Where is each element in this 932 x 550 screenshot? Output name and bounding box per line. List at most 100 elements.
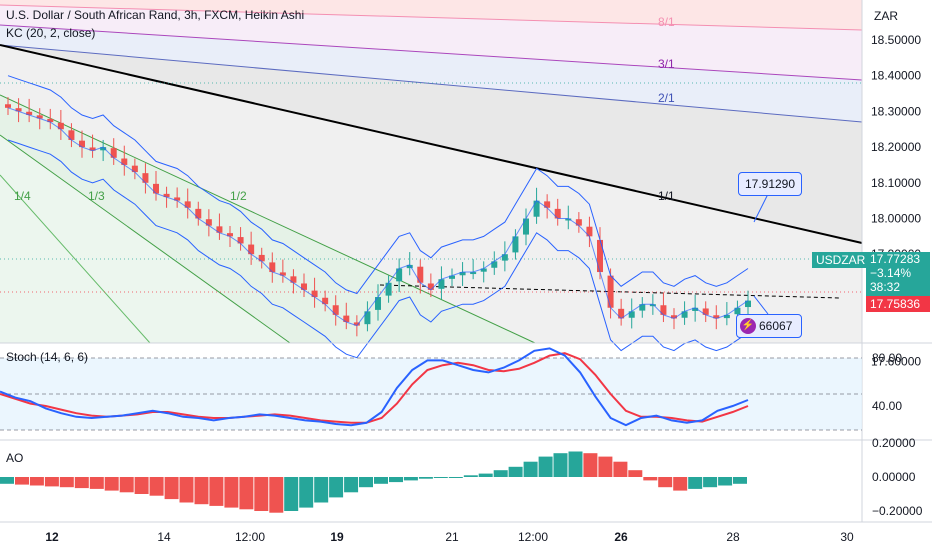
symbol-tag: USDZAR (812, 252, 866, 268)
stoch-label[interactable]: Stoch (14, 6, 6) (6, 350, 89, 364)
ao-bar (119, 477, 134, 493)
fan-label-2-1: 2/1 (658, 91, 675, 105)
candle-body (681, 311, 688, 318)
ao-bar (239, 477, 254, 510)
ao-bar (299, 477, 314, 508)
ao-bar (74, 477, 89, 489)
candle-body (269, 262, 276, 273)
candle-body (734, 307, 741, 315)
fan-label-1-1: 1/1 (658, 189, 675, 203)
candle-body (174, 197, 181, 201)
ao-bar (628, 470, 643, 477)
candle-body (713, 315, 720, 319)
lower-price-callout[interactable]: ⚡ 66067 (736, 314, 802, 338)
fan-zone-top (0, 0, 862, 30)
fan-zone-blue (0, 25, 862, 122)
ao-bar (374, 477, 388, 484)
ao-bar (164, 477, 179, 500)
candle-body (57, 122, 64, 130)
ao-bar (703, 477, 718, 488)
upper-callout-value: 17.91290 (744, 177, 796, 191)
ao-bar (553, 453, 568, 477)
fan-line-1 (0, 24, 863, 81)
candle-body (131, 165, 138, 173)
candle-body (100, 147, 107, 151)
currency-label: ZAR (874, 9, 898, 23)
upper-callout-pointer (753, 193, 769, 223)
candle-body (702, 308, 709, 315)
ao-bar (15, 477, 29, 485)
candle-body (322, 297, 329, 305)
candle-body (417, 266, 424, 283)
ao-bar (254, 477, 269, 511)
candle-body (438, 279, 445, 289)
candle-body (343, 315, 350, 323)
ao-bar (403, 477, 418, 481)
ao-bar (643, 477, 658, 481)
ao-label[interactable]: AO (6, 451, 24, 465)
time-label: 26 (614, 530, 628, 544)
candle-body (523, 218, 529, 235)
keltner-indicator-label[interactable]: KC (20, 2, close) (6, 26, 96, 40)
candle-body (618, 308, 625, 319)
ao-bar (284, 477, 299, 511)
candle-body (449, 275, 455, 279)
ao-bar (598, 456, 613, 477)
candle-body (195, 208, 202, 219)
ao-bar (44, 477, 59, 487)
candle-body (332, 305, 339, 315)
ao-bar (568, 451, 583, 477)
last-price-tag: 17.77283 −3.14% 38:32 (866, 252, 930, 297)
candle-body (459, 272, 466, 276)
lower-callout-pointer (753, 295, 769, 315)
upper-price-callout[interactable]: 17.91290 (738, 172, 802, 196)
price-tick: 18.40000 (871, 69, 921, 83)
ao-tick: 0.00000 (872, 470, 916, 484)
fan-zone-grey-low (0, 45, 862, 343)
candle-body (649, 304, 656, 307)
price-change: −3.14% (870, 266, 912, 280)
fan-line-2 (0, 44, 863, 123)
ao-tick: −0.20000 (872, 504, 923, 518)
price-tick: 18.20000 (871, 140, 921, 154)
candle-body (660, 305, 667, 315)
candle-body (480, 268, 487, 272)
candle-body (692, 307, 699, 311)
candle-body (544, 201, 551, 208)
candle-body (385, 282, 392, 296)
fan-line-3 (0, 94, 536, 344)
time-label: 12 (45, 530, 59, 544)
ao-tick: 0.20000 (872, 436, 916, 450)
ao-bar (179, 477, 194, 503)
ao-bar (718, 477, 733, 486)
candle-body (512, 236, 519, 253)
candle-body (501, 254, 508, 261)
bar-countdown: 38:32 (870, 280, 901, 294)
candle-body (142, 173, 149, 183)
candle-body (723, 314, 730, 319)
fan-line-4 (0, 134, 291, 344)
ao-bar (613, 461, 628, 477)
stoch-tick-80: 80.00 (872, 351, 902, 365)
ao-bars (0, 451, 747, 513)
candle-body (47, 118, 54, 123)
candle-body (290, 276, 297, 283)
time-label: 14 (157, 530, 171, 544)
candle-body (586, 226, 593, 237)
ao-bar (433, 477, 448, 478)
candle-body (565, 218, 572, 221)
candle-body (375, 297, 381, 310)
price-tick: 18.50000 (871, 33, 921, 47)
ao-bar (688, 477, 703, 489)
price-tick: 18.00000 (871, 212, 921, 226)
keltner-upper (7, 75, 749, 295)
time-label: 21 (445, 530, 459, 544)
price-tick: 18.10000 (871, 176, 921, 190)
candle-body (597, 239, 603, 273)
stoch-k-line (0, 347, 749, 427)
ao-bar (523, 461, 538, 477)
candle-body (745, 300, 751, 308)
candle-body (301, 283, 307, 290)
ao-bar (314, 477, 329, 503)
